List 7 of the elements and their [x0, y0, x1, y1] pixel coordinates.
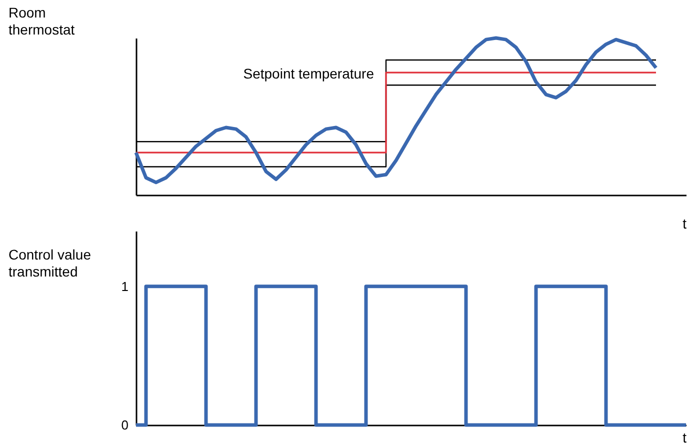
y-tick-label: 0: [121, 418, 128, 432]
y-axis-title: Control value transmitted: [8, 246, 92, 280]
y-axis-title: Room thermostat: [8, 4, 75, 38]
series-label: Setpoint temperature: [243, 66, 374, 82]
y-tick-label: 1: [121, 278, 128, 294]
x-axis-title: t: [682, 430, 687, 446]
x-axis-title: t: [682, 216, 687, 232]
